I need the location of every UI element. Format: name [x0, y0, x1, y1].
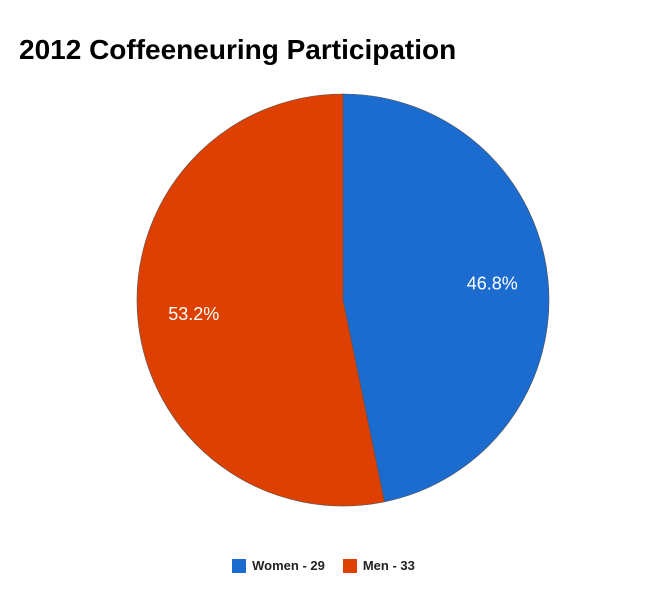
slice-label-women: 46.8% [467, 274, 518, 294]
chart-title: 2012 Coffeeneuring Participation [19, 34, 457, 65]
legend-item-men: Men - 33 [342, 558, 415, 573]
legend-item-women: Women - 29 [232, 558, 325, 573]
legend-label-men: Men - 33 [362, 558, 415, 573]
pie-chart: 46.8% 53.2% [136, 93, 550, 507]
legend: Women - 29 Men - 33 [0, 558, 647, 573]
legend-swatch-women [232, 558, 247, 573]
pie-slice-women [342, 93, 550, 503]
legend-label-women: Women - 29 [252, 558, 325, 573]
pie-slice-men [136, 93, 385, 507]
slice-label-men: 53.2% [168, 304, 219, 324]
legend-swatch-men [342, 558, 357, 573]
